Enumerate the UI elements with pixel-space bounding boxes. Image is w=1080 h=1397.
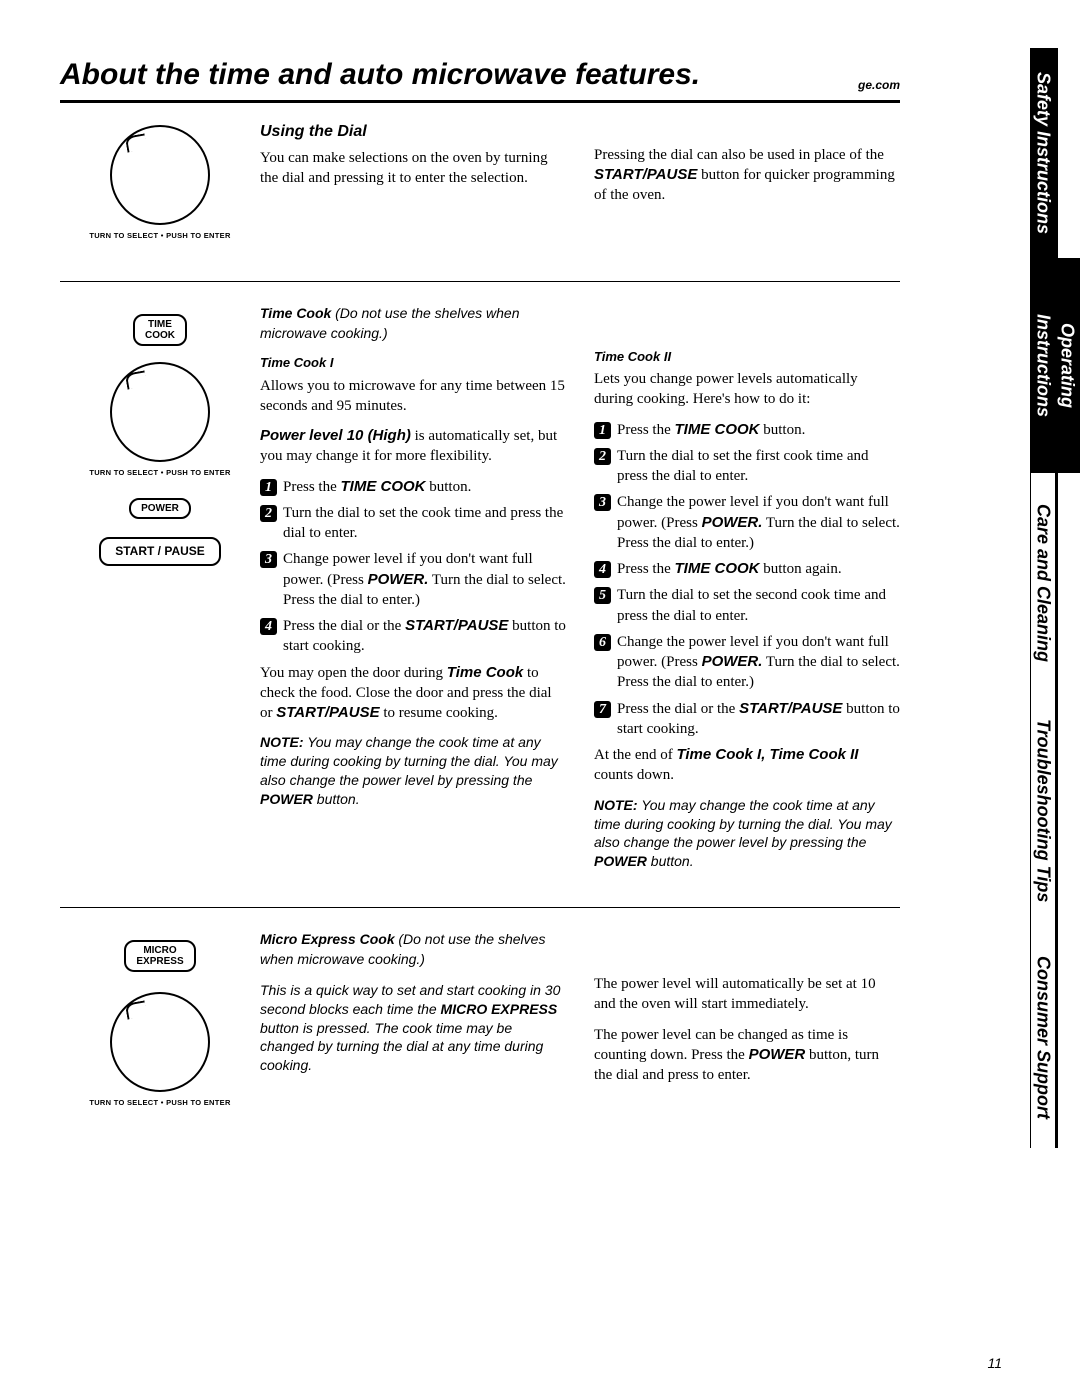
section-micro-express: MICROEXPRESS TURN TO SELECT • PUSH TO EN… [60,930,900,1148]
tc2-step7: 7Press the dial or the START/PAUSE butto… [594,699,900,740]
tc1-step1: 1Press the TIME COOK button. [260,477,566,497]
dial-icon [110,362,210,462]
tab-care[interactable]: Care and Cleaning [1030,473,1058,693]
power-button-icon: POWER [129,498,191,519]
page-number: 11 [987,1354,1002,1373]
tab-safety[interactable]: Safety Instructions [1030,48,1058,258]
dial-text-right: Pressing the dial can also be used in pl… [594,145,900,206]
tc1-step4: 4Press the dial or the START/PAUSE butto… [260,616,566,657]
mec-r2: The power level can be changed as time i… [594,1025,900,1086]
tc2-step2: 2Turn the dial to set the first cook tim… [594,446,900,487]
heading-tc2: Time Cook II [594,348,900,366]
heading-using-dial: Using the Dial [260,121,566,143]
micro-express-button-icon: MICROEXPRESS [124,940,195,972]
tc2-p2: At the end of Time Cook I, Time Cook II … [594,745,900,786]
tc2-p1: Lets you change power levels automatical… [594,369,900,410]
tc2-note: NOTE: You may change the cook time at an… [594,796,900,872]
mec-r1: The power level will automatically be se… [594,974,900,1015]
start-pause-button-icon: START / PAUSE [99,537,221,566]
tc2-step5: 5Turn the dial to set the second cook ti… [594,585,900,626]
title-text: About the time and auto microwave featur… [60,58,700,91]
tc2-step6: 6Change the power level if you don't wan… [594,632,900,693]
dial-caption: TURN TO SELECT • PUSH TO ENTER [60,468,260,478]
dial-icon [110,992,210,1092]
tab-troubleshooting[interactable]: Troubleshooting Tips [1030,693,1058,928]
tc2-step1: 1Press the TIME COOK button. [594,420,900,440]
tc2-step4: 4Press the TIME COOK button again. [594,559,900,579]
dial-icon [110,125,210,225]
tab-consumer[interactable]: Consumer Support [1030,928,1058,1148]
mec-lead: Micro Express Cook (Do not use the shelv… [260,930,566,971]
tc1-note: NOTE: You may change the cook time at an… [260,733,566,809]
page-title: About the time and auto microwave featur… [60,55,900,103]
section-using-dial: TURN TO SELECT • PUSH TO ENTER Using the… [60,121,900,282]
tc1-step3: 3Change power level if you don't want fu… [260,549,566,610]
dial-caption: TURN TO SELECT • PUSH TO ENTER [60,231,260,241]
time-cook-button-icon: TIMECOOK [133,314,187,346]
mec-p1: This is a quick way to set and start coo… [260,981,566,1075]
dial-text-left: You can make selections on the oven by t… [260,148,566,189]
tab-operating[interactable]: Operating Instructions [1030,258,1080,473]
side-tabs: Safety Instructions Operating Instructio… [1030,48,1080,1348]
tc1-p2: Power level 10 (High) is automatically s… [260,426,566,467]
time-cook-lead: Time Cook (Do not use the shelves when m… [260,304,566,345]
dial-caption: TURN TO SELECT • PUSH TO ENTER [60,1098,260,1108]
heading-tc1: Time Cook I [260,354,566,372]
section-time-cook: TIMECOOK TURN TO SELECT • PUSH TO ENTER … [60,304,900,909]
tc1-p1: Allows you to microwave for any time bet… [260,376,566,417]
tc1-p3: You may open the door during Time Cook t… [260,663,566,724]
site-link: ge.com [858,77,900,93]
tc2-step3: 3Change the power level if you don't wan… [594,492,900,553]
tc1-step2: 2Turn the dial to set the cook time and … [260,503,566,544]
